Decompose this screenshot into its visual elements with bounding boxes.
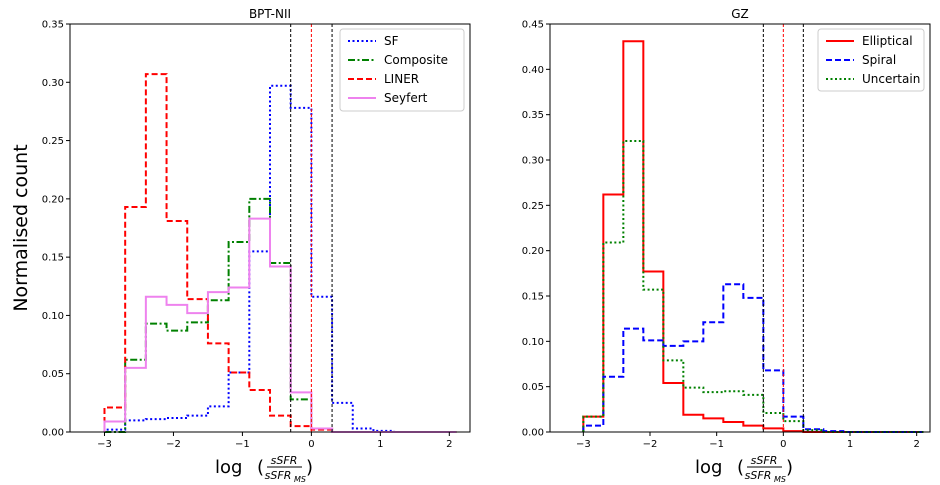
y-tick-label: 0.15: [522, 292, 544, 303]
x-axis-label-rparen: ): [786, 457, 793, 478]
x-axis-label-rparen: ): [306, 457, 313, 478]
chart-panel-gz: GZ −3 −2 −1 0 1 2 0.00 0.05 0.10 0.15 0.20 0.25 0.30 0…: [522, 7, 931, 450]
y-axis-label: Normalised count: [10, 144, 32, 311]
series-line-uncertain: [582, 139, 924, 433]
x-tick-label: 2: [913, 439, 919, 450]
plot-frame: [549, 23, 931, 433]
y-tick-label: 0.00: [522, 428, 544, 439]
x-axis-label-num: sSFR: [751, 454, 778, 467]
y-tick-label: 0.15: [42, 253, 64, 264]
x-tick-label: −1: [235, 439, 250, 450]
legend-label: Elliptical: [862, 34, 913, 48]
y-tick-label: 0.25: [42, 136, 64, 147]
legend: Elliptical Spiral Uncertain: [817, 28, 925, 92]
chart-panel-bpt-nii: BPT-NII −3 −2 −1 0 1 2 0.00 0.05 0.10 0.15 0.20 0.25…: [42, 7, 471, 450]
y-tick-label: 0.25: [522, 201, 544, 212]
x-axis-label-lparen: (: [737, 457, 744, 478]
legend-label: Composite: [384, 53, 448, 67]
legend-box: [339, 28, 465, 112]
y-tick-label: 0.40: [522, 65, 544, 76]
x-axis-label-den-sub: MS: [294, 475, 306, 484]
x-tick-label: −3: [576, 439, 591, 450]
chart-title: BPT-NII: [249, 7, 291, 21]
x-tick-label: 1: [847, 439, 853, 450]
plot-frame: [69, 23, 471, 433]
y-tick-label: 0.10: [522, 337, 544, 348]
x-tick-label: −3: [97, 439, 112, 450]
series-line-sf: [103, 84, 457, 433]
x-tick-label: 0: [780, 439, 786, 450]
series-line-seyfert: [103, 217, 457, 433]
y-tick-label: 0.00: [42, 428, 64, 439]
x-axis-label-lparen: (: [257, 457, 264, 478]
y-tick-label: 0.30: [522, 156, 544, 167]
legend-box: [817, 28, 925, 92]
legend-label: Uncertain: [862, 72, 920, 86]
y-tick-label: 0.05: [42, 369, 64, 380]
y-tick-label: 0.45: [522, 20, 544, 31]
y-tick-label: 0.35: [42, 20, 64, 31]
legend-label: Spiral: [862, 53, 896, 67]
y-tick-label: 0.10: [42, 311, 64, 322]
legend: SF Composite LINER Seyfert: [339, 28, 465, 112]
series-line-elliptical: [582, 40, 924, 433]
y-tick-label: 0.20: [522, 246, 544, 257]
x-axis-label-log: log: [215, 457, 242, 478]
y-tick-label: 0.20: [42, 194, 64, 205]
x-tick-label: −2: [643, 439, 658, 450]
x-axis-label-right: log ( sSFR sSFR MS ): [695, 454, 793, 484]
y-tick-label: 0.05: [522, 382, 544, 393]
y-tick-label: 0.35: [522, 110, 544, 121]
chart-title: GZ: [731, 7, 749, 21]
x-tick-label: 1: [377, 439, 383, 450]
legend-label: Seyfert: [384, 91, 428, 105]
y-tick-label: 0.30: [42, 78, 64, 89]
x-axis-label-num: sSFR: [271, 454, 298, 467]
x-axis-label-log: log: [695, 457, 722, 478]
x-axis-label-left: log ( sSFR sSFR MS ): [215, 454, 313, 484]
x-tick-label: 0: [308, 439, 314, 450]
x-tick-label: −2: [166, 439, 181, 450]
legend-label: SF: [384, 34, 399, 48]
x-tick-label: −1: [709, 439, 724, 450]
x-axis-label-den: sSFR: [745, 469, 772, 482]
x-axis-label-den-sub: MS: [774, 475, 786, 484]
series-line-liner: [103, 73, 457, 433]
x-tick-label: 2: [446, 439, 452, 450]
series-line-composite: [104, 197, 457, 433]
legend-label: LINER: [384, 72, 419, 86]
series-line-spiral: [582, 283, 924, 433]
x-axis-label-den: sSFR: [265, 469, 292, 482]
